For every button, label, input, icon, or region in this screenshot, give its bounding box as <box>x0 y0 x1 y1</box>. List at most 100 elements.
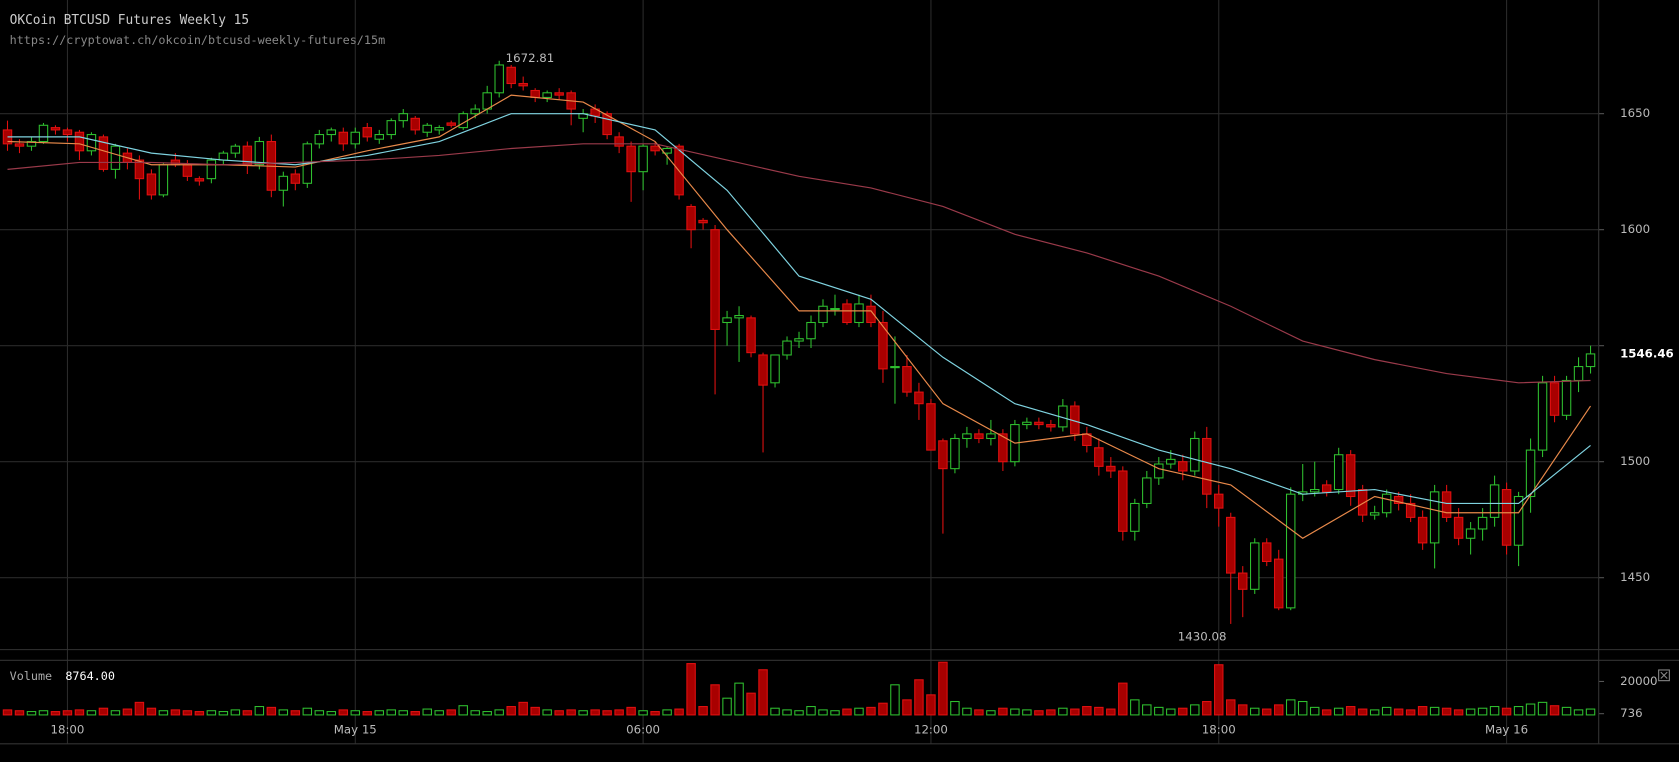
volume-bar <box>746 692 756 716</box>
volume-bar <box>1345 706 1356 716</box>
volume-bar <box>422 708 432 716</box>
volume-bar <box>818 709 828 716</box>
candle-body <box>1106 465 1116 472</box>
candle-body <box>554 92 564 96</box>
volume-bar <box>1082 706 1092 716</box>
candle-body <box>638 145 648 173</box>
last-price-label: 1546.46 <box>1620 346 1674 360</box>
volume-bar <box>494 709 504 716</box>
volume-bar <box>734 682 744 716</box>
volume-bar <box>1022 709 1032 716</box>
candle-body <box>434 127 444 131</box>
volume-bar <box>458 705 468 716</box>
candle-body <box>626 145 636 173</box>
candle-body <box>170 159 181 166</box>
candle-body <box>1333 454 1344 491</box>
volume-bar <box>1381 706 1392 716</box>
volume-bar <box>170 709 181 716</box>
volume-bar <box>1369 709 1380 716</box>
candle-body <box>1130 502 1140 532</box>
candle-body <box>1214 493 1224 509</box>
candle-body <box>1561 379 1572 416</box>
candle-body <box>1226 516 1236 574</box>
volume-bar <box>98 707 109 716</box>
volume-bar <box>650 711 660 716</box>
volume-bar <box>1166 708 1176 716</box>
volume-bar <box>854 707 864 716</box>
candle-body <box>1022 421 1032 426</box>
candle-body <box>950 437 960 470</box>
volume-bar <box>1202 700 1212 716</box>
candle-body <box>1489 484 1500 518</box>
candle-body <box>1585 353 1596 368</box>
volume-bar <box>398 710 408 716</box>
candle-body <box>146 173 157 196</box>
volume-bar <box>1273 704 1284 716</box>
candle-body <box>1573 366 1584 382</box>
volume-bar <box>770 707 780 716</box>
candle-body <box>602 113 612 136</box>
y-tick-label: 1500 <box>1620 454 1650 468</box>
candle-body <box>362 127 373 138</box>
candle-body <box>1465 528 1476 539</box>
candle-body <box>386 120 396 136</box>
candle-body <box>494 64 504 94</box>
candle-body <box>242 145 253 166</box>
candle-body <box>1273 558 1284 609</box>
candle-body <box>914 391 924 405</box>
volume-bar <box>1477 707 1488 716</box>
candle-body <box>818 305 828 324</box>
candle-body <box>734 314 744 319</box>
candle-body <box>86 134 97 152</box>
moving-average <box>7 94 1592 539</box>
candle-body <box>1034 421 1044 426</box>
candle-body <box>1178 461 1188 472</box>
moving-average <box>7 143 1591 384</box>
candle-body <box>530 89 540 98</box>
candle-body <box>1046 424 1056 428</box>
candle-body <box>938 440 948 470</box>
volume-bar <box>950 700 960 716</box>
volume-bar <box>1094 706 1104 716</box>
candle-body <box>1393 495 1404 504</box>
volume-bar <box>890 684 900 716</box>
candle-body <box>1357 489 1368 516</box>
candle-body <box>518 82 528 87</box>
volume-bar <box>482 711 492 716</box>
volume-bar <box>1106 708 1116 716</box>
volume-bar <box>674 708 684 716</box>
candle-body <box>482 92 492 110</box>
volume-bar <box>182 710 193 716</box>
y-tick-label: 1650 <box>1620 106 1650 120</box>
close-icon <box>1660 671 1668 679</box>
volume-bar <box>1226 699 1236 716</box>
volume-bar <box>986 710 996 716</box>
volume-bar <box>230 709 241 716</box>
volume-bar <box>1393 708 1404 716</box>
candle-body <box>842 303 852 324</box>
volume-bar <box>782 709 792 716</box>
volume-bar <box>530 706 540 716</box>
volume-bar <box>1309 706 1320 716</box>
candle-body <box>1525 449 1536 498</box>
volume-bar <box>902 699 912 716</box>
volume-bar <box>974 709 984 716</box>
volume-bar <box>74 709 85 716</box>
candle-body <box>614 136 624 147</box>
close-button[interactable] <box>1658 669 1670 682</box>
candle-body <box>326 129 337 136</box>
x-tick-label: 18:00 <box>50 722 84 736</box>
volume-title: Volume <box>10 669 53 683</box>
volume-bar <box>110 710 121 716</box>
candle-body <box>794 338 804 342</box>
current-volume: 8764.00 <box>65 669 115 683</box>
candle-body <box>134 159 145 180</box>
volume-bar <box>998 707 1008 716</box>
candle-body <box>1321 484 1332 493</box>
volume-bar <box>1525 703 1536 716</box>
volume-bar <box>302 707 313 716</box>
candle-body <box>50 127 61 131</box>
volume-bar <box>50 711 61 716</box>
candle-body <box>962 433 972 440</box>
